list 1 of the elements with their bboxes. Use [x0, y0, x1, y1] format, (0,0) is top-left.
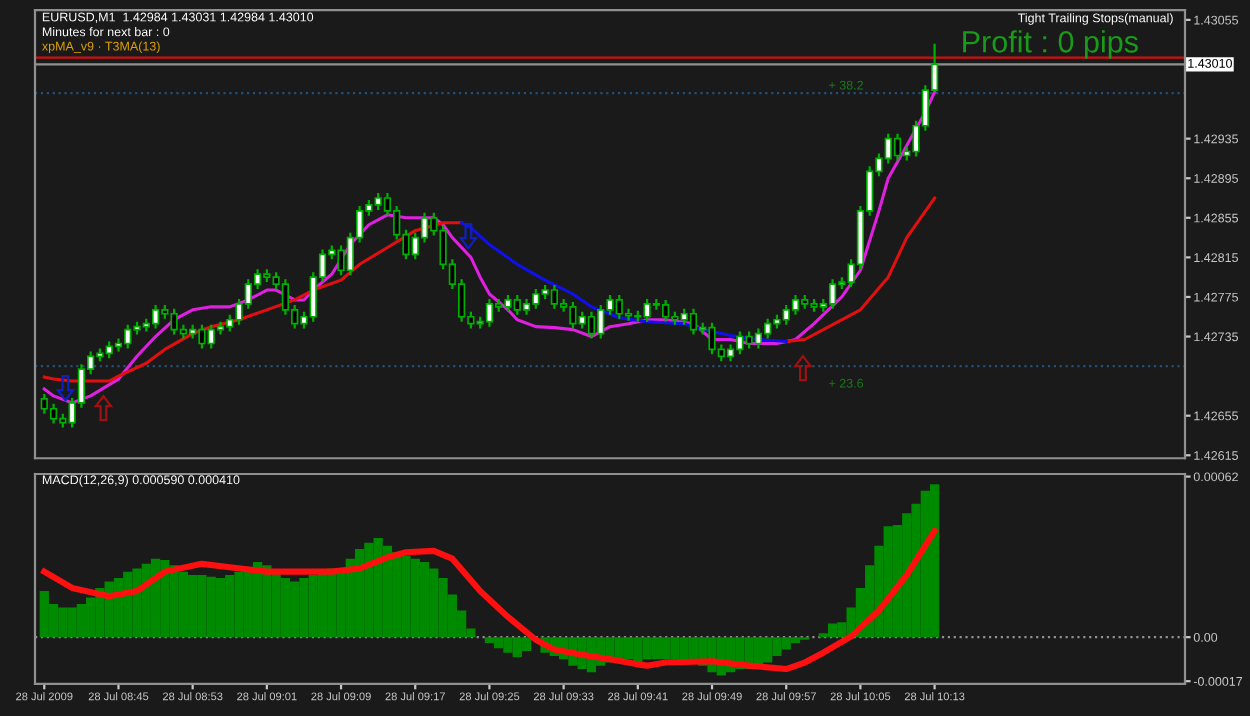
annotation: Profit : 0 pips: [963, 30, 1138, 59]
